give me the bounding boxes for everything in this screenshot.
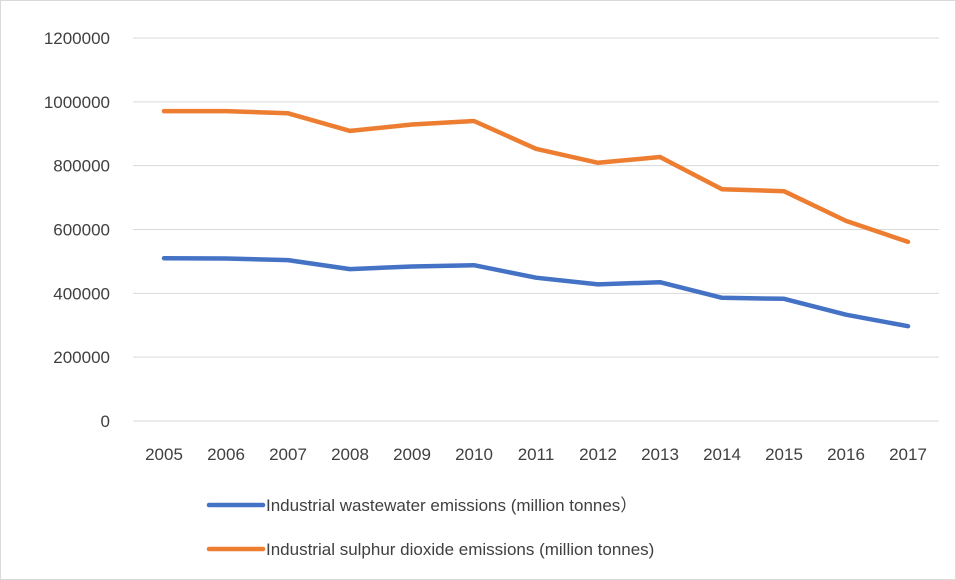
x-tick-label: 2012	[579, 445, 617, 464]
y-tick-label: 600000	[53, 221, 110, 240]
x-tick-label: 2016	[827, 445, 865, 464]
x-axis-ticks: 2005 2006 2007 2008 2009 2010 2011 2012 2013 2014…	[145, 445, 927, 464]
gridlines	[133, 37, 939, 422]
series-lines	[161, 108, 911, 329]
y-tick-label: 1000000	[44, 93, 110, 112]
legend-label-1: Industrial sulphur dioxide emissions (mi…	[266, 540, 654, 559]
x-tick-label: 2005	[145, 445, 183, 464]
legend: Industrial wastewater emissions (million…	[206, 496, 654, 559]
y-axis-ticks: 0 200000 400000 600000 800000 1000000 1200000	[44, 29, 110, 431]
series-line-0	[161, 255, 911, 329]
y-tick-label: 800000	[53, 157, 110, 176]
x-tick-label: 2014	[703, 445, 741, 464]
x-tick-label: 2011	[518, 445, 555, 464]
x-tick-label: 2013	[641, 445, 679, 464]
y-tick-label: 1200000	[44, 29, 110, 48]
x-tick-label: 2009	[393, 445, 431, 464]
x-tick-label: 2010	[455, 445, 493, 464]
y-tick-label: 200000	[53, 348, 110, 367]
x-tick-label: 2007	[269, 445, 307, 464]
legend-label-0: Industrial wastewater emissions (million…	[266, 496, 637, 515]
y-tick-label: 0	[101, 412, 110, 431]
x-tick-label: 2015	[765, 445, 803, 464]
x-tick-label: 2017	[889, 445, 927, 464]
series-line-1	[161, 108, 911, 245]
x-tick-label: 2008	[331, 445, 369, 464]
x-tick-label: 2006	[207, 445, 245, 464]
y-tick-label: 400000	[53, 284, 110, 303]
